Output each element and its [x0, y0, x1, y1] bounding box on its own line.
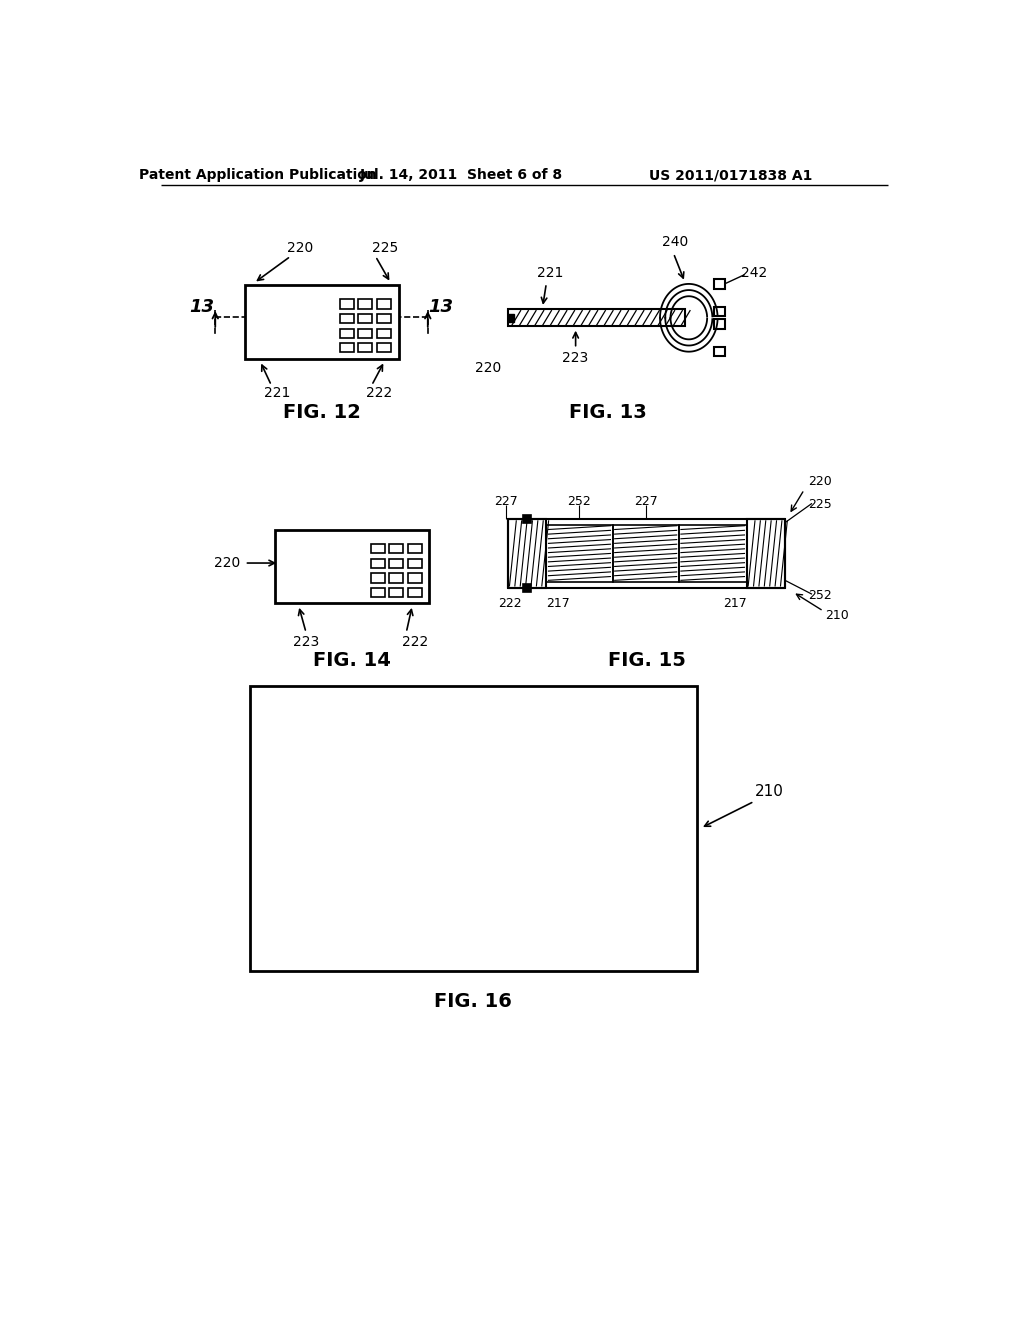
Text: 225: 225 — [808, 499, 831, 511]
Text: 240: 240 — [662, 235, 688, 249]
Text: 242: 242 — [740, 267, 767, 280]
Bar — [358, 329, 373, 338]
Bar — [408, 558, 422, 568]
Text: 221: 221 — [537, 267, 563, 280]
Bar — [340, 329, 354, 338]
Text: 221: 221 — [263, 387, 290, 400]
Bar — [508, 519, 547, 589]
Bar — [746, 519, 785, 589]
Bar — [377, 300, 391, 309]
Bar — [612, 525, 679, 582]
Text: 223: 223 — [562, 351, 589, 364]
Bar — [377, 314, 391, 323]
Bar — [358, 314, 373, 323]
Text: 223: 223 — [293, 635, 319, 649]
Text: 13: 13 — [428, 297, 454, 315]
Text: FIG. 15: FIG. 15 — [607, 651, 685, 671]
Bar — [679, 525, 746, 582]
Text: 210: 210 — [825, 609, 849, 622]
Text: 252: 252 — [567, 495, 591, 508]
Bar — [275, 531, 429, 603]
Bar — [250, 686, 696, 970]
Bar — [408, 573, 422, 582]
Bar — [714, 319, 725, 329]
Text: 227: 227 — [634, 495, 657, 508]
Bar — [371, 558, 385, 568]
Bar — [389, 558, 403, 568]
Bar — [523, 515, 531, 523]
Bar — [714, 280, 725, 289]
Bar — [377, 343, 391, 352]
Bar — [714, 347, 725, 356]
Text: 13: 13 — [189, 297, 215, 315]
Bar — [523, 585, 531, 591]
Bar — [245, 285, 398, 359]
Text: 210: 210 — [756, 784, 784, 799]
Bar — [371, 589, 385, 598]
Bar — [371, 544, 385, 553]
Text: 220: 220 — [475, 360, 502, 375]
Bar — [340, 300, 354, 309]
Bar — [389, 573, 403, 582]
Bar — [408, 589, 422, 598]
Text: 222: 222 — [367, 387, 392, 400]
Text: Patent Application Publication: Patent Application Publication — [138, 169, 377, 182]
Text: 252: 252 — [808, 589, 831, 602]
Bar — [408, 544, 422, 553]
Text: 220: 220 — [287, 242, 313, 256]
Bar — [358, 343, 373, 352]
Text: 222: 222 — [499, 597, 522, 610]
Bar — [358, 300, 373, 309]
Text: FIG. 16: FIG. 16 — [434, 993, 512, 1011]
Bar — [340, 343, 354, 352]
Text: Jul. 14, 2011  Sheet 6 of 8: Jul. 14, 2011 Sheet 6 of 8 — [360, 169, 563, 182]
Bar — [389, 589, 403, 598]
Bar — [714, 308, 725, 317]
Bar — [377, 329, 391, 338]
Bar — [340, 314, 354, 323]
Bar — [371, 573, 385, 582]
Text: 225: 225 — [372, 242, 397, 256]
Bar — [508, 314, 514, 322]
Text: US 2011/0171838 A1: US 2011/0171838 A1 — [649, 169, 813, 182]
Text: 220: 220 — [808, 475, 831, 488]
Text: FIG. 13: FIG. 13 — [569, 403, 647, 422]
Text: 222: 222 — [402, 635, 429, 649]
Bar — [389, 544, 403, 553]
Bar — [508, 309, 685, 326]
Text: FIG. 12: FIG. 12 — [283, 403, 360, 422]
Text: 220: 220 — [214, 556, 241, 570]
Text: 217: 217 — [546, 597, 569, 610]
Text: FIG. 14: FIG. 14 — [313, 651, 391, 671]
Text: 217: 217 — [723, 597, 746, 610]
Text: 227: 227 — [495, 495, 518, 508]
Bar — [547, 525, 612, 582]
